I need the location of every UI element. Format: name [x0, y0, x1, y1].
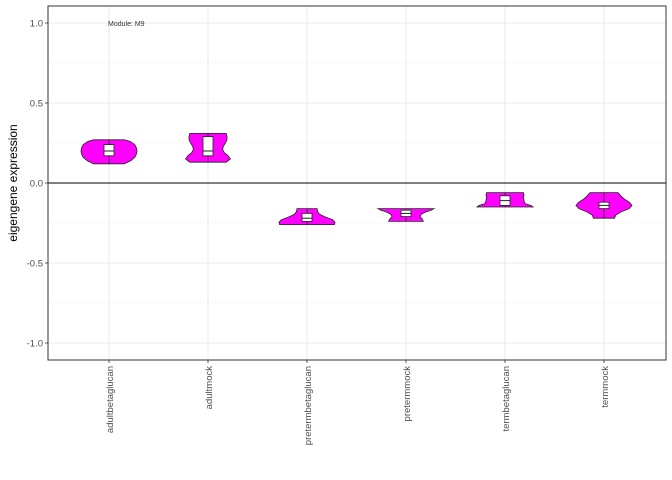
y-axis: -1.0 -0.5 0.0 0.5 1.0: [27, 19, 48, 350]
y-tick-label: -1.0: [27, 339, 43, 350]
x-tick-label: termbetaglucan: [501, 366, 512, 431]
y-axis-title: eigengene expression: [6, 124, 20, 241]
y-tick-label: 1.0: [30, 19, 43, 30]
violins: [80, 133, 633, 225]
box-pretermbetaglucan: [301, 212, 313, 222]
box-adultbetaglucan: [103, 144, 115, 157]
x-tick-label: termmock: [600, 366, 611, 408]
x-tick-label: adultmock: [204, 366, 215, 410]
module-annotation: Module: M9: [108, 21, 145, 28]
x-tick-label: adultbetaglucan: [105, 366, 116, 433]
y-tick-label: 0.5: [30, 99, 43, 110]
box-adultmock: [202, 136, 214, 157]
y-tick-label: -0.5: [27, 259, 43, 270]
x-axis: adultbetaglucan adultmock pretermbetagluca…: [105, 360, 611, 445]
x-tick-label: pretermmock: [402, 366, 413, 422]
y-tick-label: 0.0: [30, 179, 43, 190]
x-tick-label: pretermbetaglucan: [303, 366, 314, 445]
